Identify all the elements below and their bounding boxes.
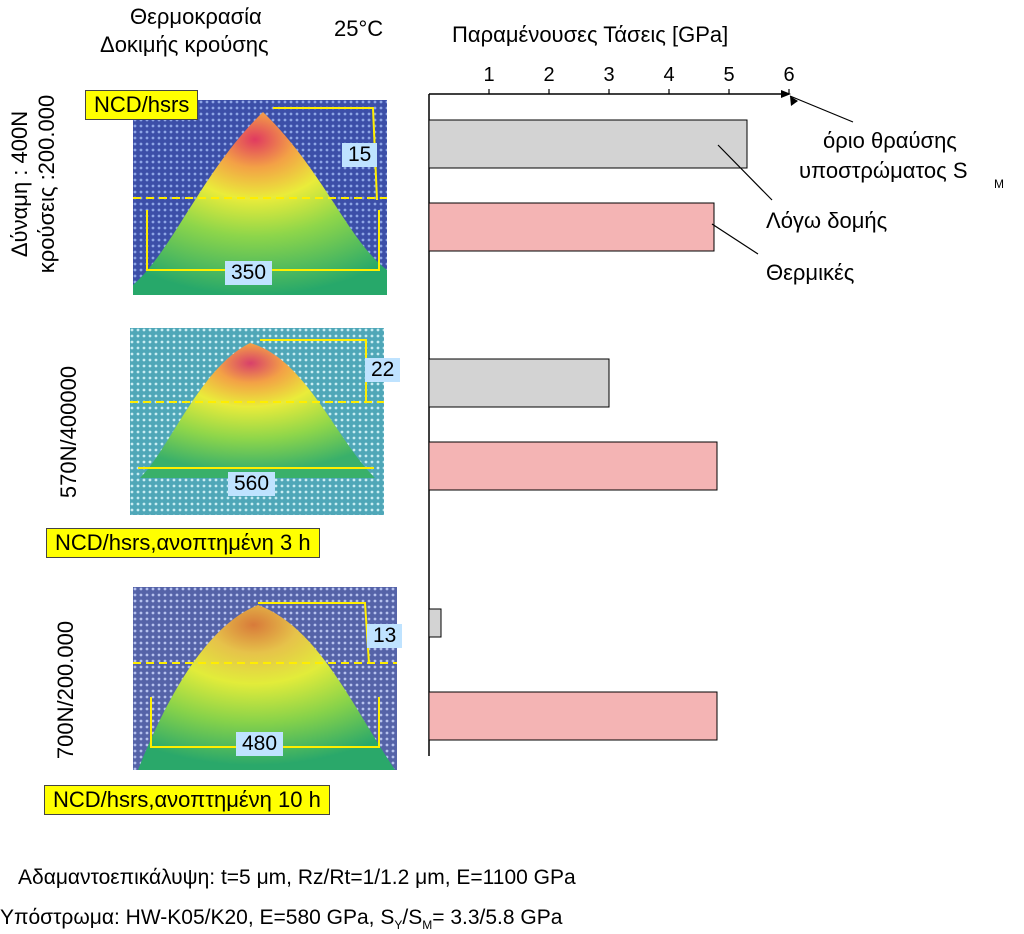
x-tick-label: 4 (663, 64, 674, 86)
x-axis-arrowhead (781, 90, 791, 98)
bar-thermal (428, 202, 715, 252)
annotation-thermal-label: Θερμικές (766, 260, 854, 285)
width-label-3: 480 (236, 732, 284, 756)
footer-substrate-a: Υπόστρωμα: HW-K05/K20, E=580 GPa, S (0, 906, 395, 929)
row1-label-line2: κρούσεις :200.000 (34, 94, 59, 274)
bar-thermal (428, 441, 718, 491)
annotation-structural-label: Λόγω δομής (766, 208, 887, 233)
temp-header-line2: Δοκιμής κρούσης (100, 32, 269, 57)
bar-structural (428, 608, 442, 638)
surface-image-3 (133, 587, 397, 770)
footer-substrate-sub2: M (422, 918, 433, 933)
row2-label: 570N/400000 (56, 365, 81, 499)
width-label-1: 350 (225, 261, 273, 285)
x-tick-label: 2 (543, 64, 554, 86)
bar-thermal (428, 691, 718, 741)
row1-label-line1: Δύναμη : 400N (7, 110, 32, 258)
annotation-limit-arrowhead (790, 96, 798, 106)
footer-substrate-sub1: Y (394, 918, 403, 933)
chart-title: Παραμένουσες Τάσεις [GPa] (452, 22, 728, 47)
annotation-limit-line1: όριο θραύσης (823, 128, 957, 153)
x-tick-label: 6 (783, 64, 794, 86)
footer-substrate-c: = 3.3/5.8 GPa (432, 906, 563, 929)
height-label-1: 15 (342, 143, 378, 167)
residual-stress-chart: Παραμένουσες Τάσεις [GPa] 1 2 3 4 5 6 όριο θρα… (428, 22, 1004, 756)
annotation-limit-subscript: M (994, 177, 1004, 191)
width-label-2: 560 (228, 472, 276, 496)
bar-structural (428, 119, 748, 169)
sample-tag-1: NCD/hsrs (85, 90, 199, 120)
height-label-3: 13 (367, 624, 403, 648)
annotation-limit-leader (789, 95, 854, 123)
sample-tag-2: NCD/hsrs,ανοπτημένη 3 h (46, 528, 320, 558)
annotation-structural-leader (717, 144, 773, 201)
footer-substrate: Υπόστρωμα: HW-K05/K20, E=580 GPa, SY/SM=… (0, 906, 562, 932)
height-label-2: 22 (365, 358, 401, 382)
x-tick-label: 1 (483, 64, 494, 86)
footer-substrate-b: /S (402, 906, 423, 929)
row3-label: 700N/200.000 (53, 620, 78, 760)
bar-structural (428, 358, 610, 408)
temp-value: 25°C (334, 16, 384, 41)
x-tick-label: 5 (723, 64, 734, 86)
annotation-thermal-leader (711, 223, 759, 255)
sample-tag-3: NCD/hsrs,ανοπτημένη 10 h (44, 785, 330, 815)
x-tick-label: 3 (603, 64, 614, 86)
annotation-limit-line2: υποστρώματος S (799, 158, 968, 183)
temp-header-line1: Θερμοκρασία (130, 4, 262, 29)
footer-coating: Αδαμαντοεπικάλυψη: t=5 μm, Rz/Rt=1/1.2 μ… (18, 866, 576, 889)
